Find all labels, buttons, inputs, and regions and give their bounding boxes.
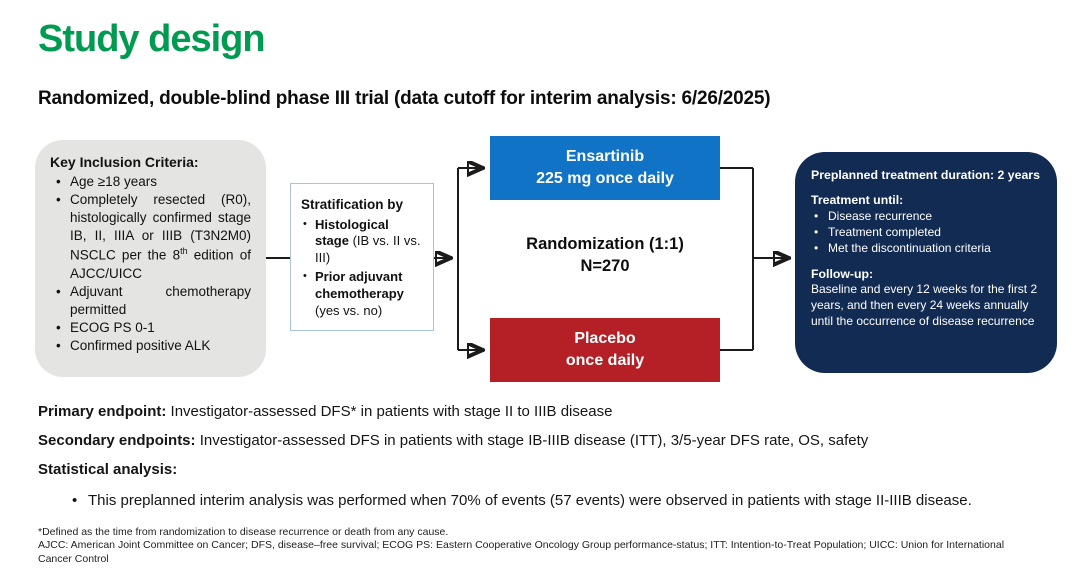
ensartinib-arm-box: Ensartinib 225 mg once daily <box>490 136 720 200</box>
secondary-endpoints-label: Secondary endpoints: <box>38 432 196 449</box>
ensartinib-name: Ensartinib <box>565 147 645 165</box>
primary-endpoint-label: Primary endpoint: <box>38 403 167 420</box>
inclusion-item-age: Age ≥18 years <box>50 173 251 191</box>
stratification-item-chemo-bold: Prior adjuvant chemotherapy <box>315 269 404 302</box>
statistical-analysis: Statistical analysis: <box>38 461 1068 479</box>
randomization-label: Randomization (1:1) N=270 <box>490 233 720 278</box>
treatment-until-item: Met the discontinuation criteria <box>811 241 1043 257</box>
secondary-endpoints-text: Investigator-assessed DFS in patients wi… <box>195 432 869 449</box>
spacer <box>811 183 1043 192</box>
inclusion-item-ecog: ECOG PS 0-1 <box>50 319 251 337</box>
randomization-ratio: Randomization (1:1) <box>526 235 684 253</box>
statistical-analysis-label: Statistical analysis: <box>38 461 178 478</box>
stratification-item-stage: Histological stage (IB vs. II vs. III) <box>301 217 425 268</box>
placebo-dose: once daily <box>565 352 645 369</box>
inclusion-item-alk: Confirmed positive ALK <box>50 337 251 355</box>
footnote-dfs-definition: *Defined as the time from randomization … <box>38 526 449 538</box>
followup-heading: Follow-up: <box>811 266 874 281</box>
inclusion-item-superscript: th <box>180 246 188 257</box>
ensartinib-dose: 225 mg once daily <box>536 170 674 187</box>
stratification-box: Stratification by Histological stage (IB… <box>290 183 434 331</box>
inclusion-item-resected: Completely resected (R0), histologically… <box>50 191 251 283</box>
inclusion-item-resected-text: Completely resected (R0), histologically… <box>70 191 251 263</box>
inclusion-item-resected-tail: edition of AJCC/UICC <box>70 247 251 281</box>
placebo-name: Placebo <box>574 329 636 347</box>
randomization-n: N=270 <box>580 257 630 276</box>
spacer <box>811 257 1043 266</box>
footnotes: *Defined as the time from randomization … <box>38 526 1023 566</box>
page-title: Study design <box>38 18 266 60</box>
footnote-abbreviations: AJCC: American Joint Committee on Cancer… <box>38 539 1005 565</box>
trial-subtitle: Randomized, double-blind phase III trial… <box>38 88 771 109</box>
endpoints-section: Primary endpoint: Investigator-assessed … <box>38 403 1068 510</box>
inclusion-criteria-box: Key Inclusion Criteria: Age ≥18 years Co… <box>35 140 266 377</box>
followup-schedule: Baseline and every 12 weeks for the firs… <box>811 281 1038 328</box>
primary-endpoint-text: Investigator-assessed DFS* in patients w… <box>166 403 613 420</box>
inclusion-heading: Key Inclusion Criteria: <box>50 154 199 170</box>
stratification-item-chemo: Prior adjuvant chemotherapy (yes vs. no) <box>301 269 425 320</box>
treatment-plan-box: Preplanned treatment duration: 2 years T… <box>795 152 1057 373</box>
treatment-until-heading: Treatment until: <box>811 193 904 208</box>
treatment-duration: Preplanned treatment duration: 2 years <box>811 168 1040 182</box>
inclusion-item-chemo: Adjuvant chemotherapy permitted <box>50 283 251 319</box>
stratification-item-chemo-rest: (yes vs. no) <box>315 303 383 318</box>
treatment-until-item: Treatment completed <box>811 225 1043 241</box>
primary-endpoint: Primary endpoint: Investigator-assessed … <box>38 403 1068 421</box>
stratification-item-stage-rest: (IB vs. II vs. III) <box>315 233 421 266</box>
placebo-arm-box: Placebo once daily <box>490 318 720 382</box>
treatment-until-item: Disease recurrence <box>811 209 1043 225</box>
statistical-analysis-bullet: This preplanned interim analysis was per… <box>38 492 1068 510</box>
stratification-item-stage-bold: Histological stage <box>315 216 389 249</box>
secondary-endpoints: Secondary endpoints: Investigator-assess… <box>38 432 1068 450</box>
stratification-heading: Stratification by <box>301 197 404 212</box>
